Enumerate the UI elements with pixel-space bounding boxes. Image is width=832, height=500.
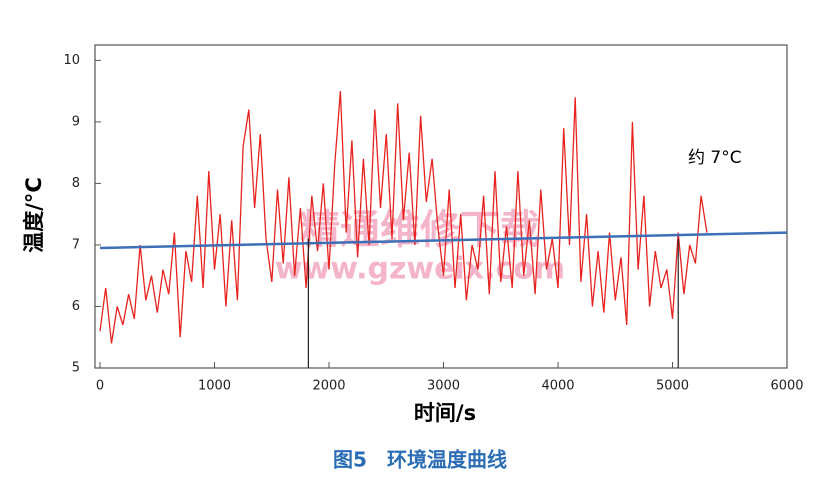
- x-tick-label: 2000: [312, 379, 345, 394]
- x-tick-label: 1000: [198, 379, 231, 394]
- x-tick-label: 0: [96, 379, 104, 394]
- y-tick-label: 6: [72, 299, 80, 314]
- watermark: 精通维修下载: [300, 207, 540, 253]
- plot-frame: [94, 44, 788, 369]
- watermark-url: www.gzweix.com: [275, 252, 565, 287]
- y-tick-label: 10: [63, 53, 80, 68]
- series-line: [99, 91, 708, 344]
- series-line: [99, 231, 788, 250]
- x-axis-label: 时间/s: [414, 401, 476, 425]
- y-tick-label: 9: [72, 114, 80, 129]
- y-axis-label: 温度/°C: [22, 177, 46, 253]
- x-tick-label: 3000: [427, 379, 460, 394]
- x-tick-label: 5000: [656, 379, 689, 394]
- annotation: 约 7°C: [688, 148, 742, 168]
- caption: 图5 环境温度曲线: [333, 448, 507, 472]
- y-tick-label: 5: [72, 361, 80, 376]
- x-tick-label: 4000: [541, 379, 574, 394]
- y-tick-label: 8: [72, 176, 80, 191]
- x-tick-label: 6000: [770, 379, 803, 394]
- y-tick-label: 7: [72, 237, 80, 252]
